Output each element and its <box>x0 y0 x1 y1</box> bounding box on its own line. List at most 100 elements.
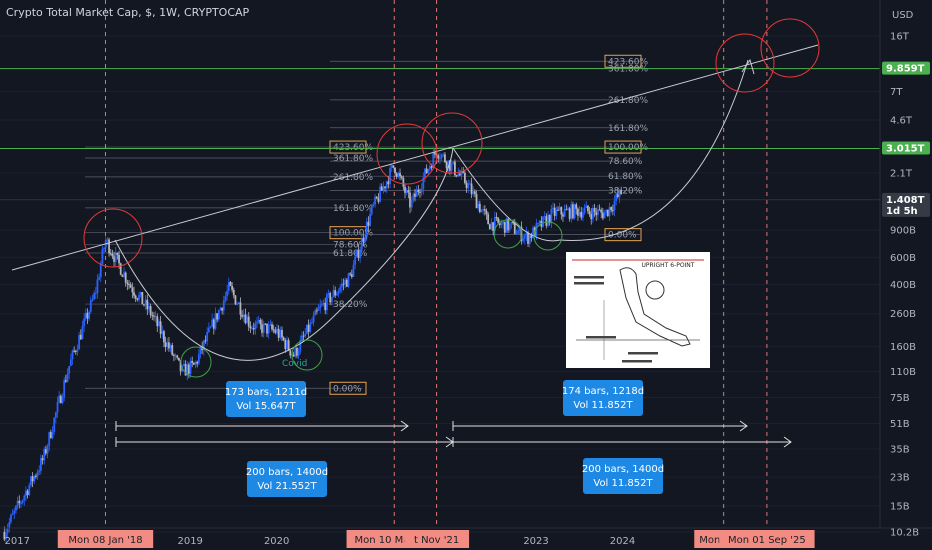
candle-body <box>493 216 496 231</box>
candle-body <box>79 334 82 340</box>
candle-body <box>505 218 508 233</box>
y-tick-label: 600B <box>890 253 916 264</box>
candle-body <box>410 199 413 208</box>
candle-body <box>124 272 127 283</box>
candle-body <box>59 395 62 404</box>
y-tick-label: 2.1T <box>890 168 913 179</box>
candle-body <box>380 186 383 191</box>
candle-body <box>342 283 345 285</box>
candle-body <box>237 302 240 304</box>
candle-body <box>472 191 475 195</box>
range-measures: 173 bars, 1211d Vol 15.647T 174 bars, 1218… <box>115 380 792 497</box>
candle-body <box>532 227 534 239</box>
candle-body <box>297 351 300 356</box>
candle-body <box>454 161 456 176</box>
inset-image: UPRIGHT 6-POINT <box>566 252 710 368</box>
candle-body <box>169 345 172 349</box>
candle-body <box>267 324 270 334</box>
candle-body <box>618 189 621 198</box>
candle-body <box>83 318 86 327</box>
candle-body <box>222 300 225 311</box>
candle-body <box>69 359 72 366</box>
candle-body <box>10 514 12 523</box>
candle-body <box>304 333 307 337</box>
candle-body <box>78 334 81 350</box>
candle-body <box>434 152 436 155</box>
candle-body <box>465 182 468 189</box>
candle-body <box>16 500 19 506</box>
x-tick-label: 2020 <box>264 536 289 547</box>
candle-body <box>176 355 179 358</box>
fib-level-label: 38.20% <box>333 300 368 310</box>
currency-label[interactable]: USD <box>892 10 914 21</box>
candle-body <box>71 350 74 360</box>
candle-body <box>171 345 174 355</box>
candle-body <box>600 209 603 213</box>
candle-body <box>613 200 616 211</box>
candle-body <box>54 412 57 418</box>
candle-body <box>362 238 365 242</box>
candle-body <box>262 323 265 333</box>
candle-body <box>588 211 591 214</box>
candle-body <box>580 211 583 218</box>
candle-body <box>485 210 488 215</box>
candle-body <box>414 193 416 197</box>
candle-body <box>229 282 232 286</box>
candle-body <box>56 402 59 413</box>
x-tick-label: 2023 <box>523 536 548 547</box>
candle-body <box>163 331 165 343</box>
candle-body <box>214 313 217 329</box>
candle-body <box>156 316 159 327</box>
candle-body <box>41 458 44 461</box>
candle-body <box>475 193 478 209</box>
y-tick-label: 75B <box>890 393 910 404</box>
candle-body <box>174 355 177 357</box>
candle-body <box>603 213 606 219</box>
candle-body <box>400 176 403 179</box>
candle-body <box>314 310 317 316</box>
candle-body <box>269 324 272 326</box>
candle-body <box>296 347 298 356</box>
candle-body <box>35 475 37 477</box>
candle-body <box>548 214 551 224</box>
candle-body <box>187 364 190 374</box>
candle-body <box>131 287 134 293</box>
candle-body <box>121 274 124 277</box>
candle-body <box>430 166 433 168</box>
candle-body <box>339 287 342 291</box>
candle-body <box>244 314 247 324</box>
candle-body <box>317 308 320 311</box>
candle-body <box>565 209 568 211</box>
candle-body <box>186 364 189 376</box>
candle-body <box>488 224 491 230</box>
candle-body <box>189 360 192 374</box>
candle-body <box>452 161 455 164</box>
candle-body <box>495 216 498 218</box>
candle-body <box>236 303 238 305</box>
price-tag <box>882 192 930 217</box>
candle-body <box>367 221 370 226</box>
candle-body <box>478 203 481 213</box>
fib-level-box <box>604 140 642 154</box>
candle-body <box>555 209 558 216</box>
candle-body <box>206 332 209 342</box>
price-tag-countdown: 1d 5h <box>886 206 918 217</box>
candle-body <box>216 313 219 320</box>
candle-body <box>382 186 385 191</box>
candle-body <box>372 204 375 206</box>
candle-body <box>239 302 242 315</box>
price-tag <box>882 141 930 155</box>
candle-body <box>345 279 348 287</box>
candle-body <box>256 321 258 324</box>
candle-body <box>227 282 230 291</box>
candle-body <box>166 342 169 347</box>
candle-body <box>424 168 426 178</box>
fib-level-label: 0.00% <box>608 231 637 241</box>
candle-body <box>99 264 102 278</box>
candle-body <box>212 319 215 329</box>
candle-body <box>480 209 483 213</box>
inset-callout-text <box>574 276 604 279</box>
candle-body <box>395 173 398 177</box>
candle-body <box>360 238 363 250</box>
